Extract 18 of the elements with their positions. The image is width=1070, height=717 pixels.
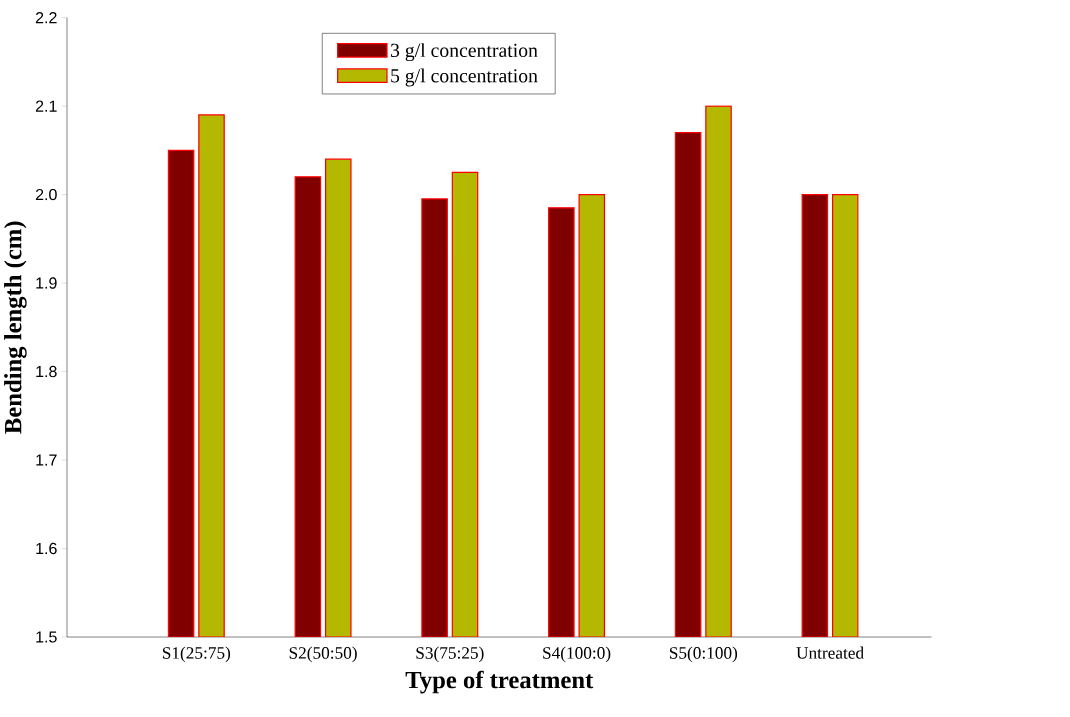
legend-label: 5 g/l concentration [391,68,538,87]
x-tick-label: S1(25:75) [162,646,231,663]
y-tick-label: 1.7 [36,454,57,466]
x-tick-label: S4(100:0) [543,646,611,663]
legend-label: 3 g/l concentration [391,42,538,61]
y-tick-label: 2.0 [35,188,57,201]
y-tick-label: 1.5 [36,631,57,643]
x-tick-label: S2(50:50) [289,646,357,663]
y-tick-label: 1.9 [36,277,57,289]
y-axis-title: Bending length (cm) [4,221,27,434]
y-tick-label: 1.6 [36,542,57,554]
x-axis-title: Type of treatment [405,670,594,694]
y-tick-label: 1.8 [36,365,57,377]
x-tick-label: Untreated [796,646,864,659]
y-tick-label: 2.2 [35,11,57,23]
y-tick-label: 2.1 [35,100,57,112]
x-tick-label: S5(0:100) [669,646,738,663]
x-tick-label: S3(75:25) [416,646,484,663]
